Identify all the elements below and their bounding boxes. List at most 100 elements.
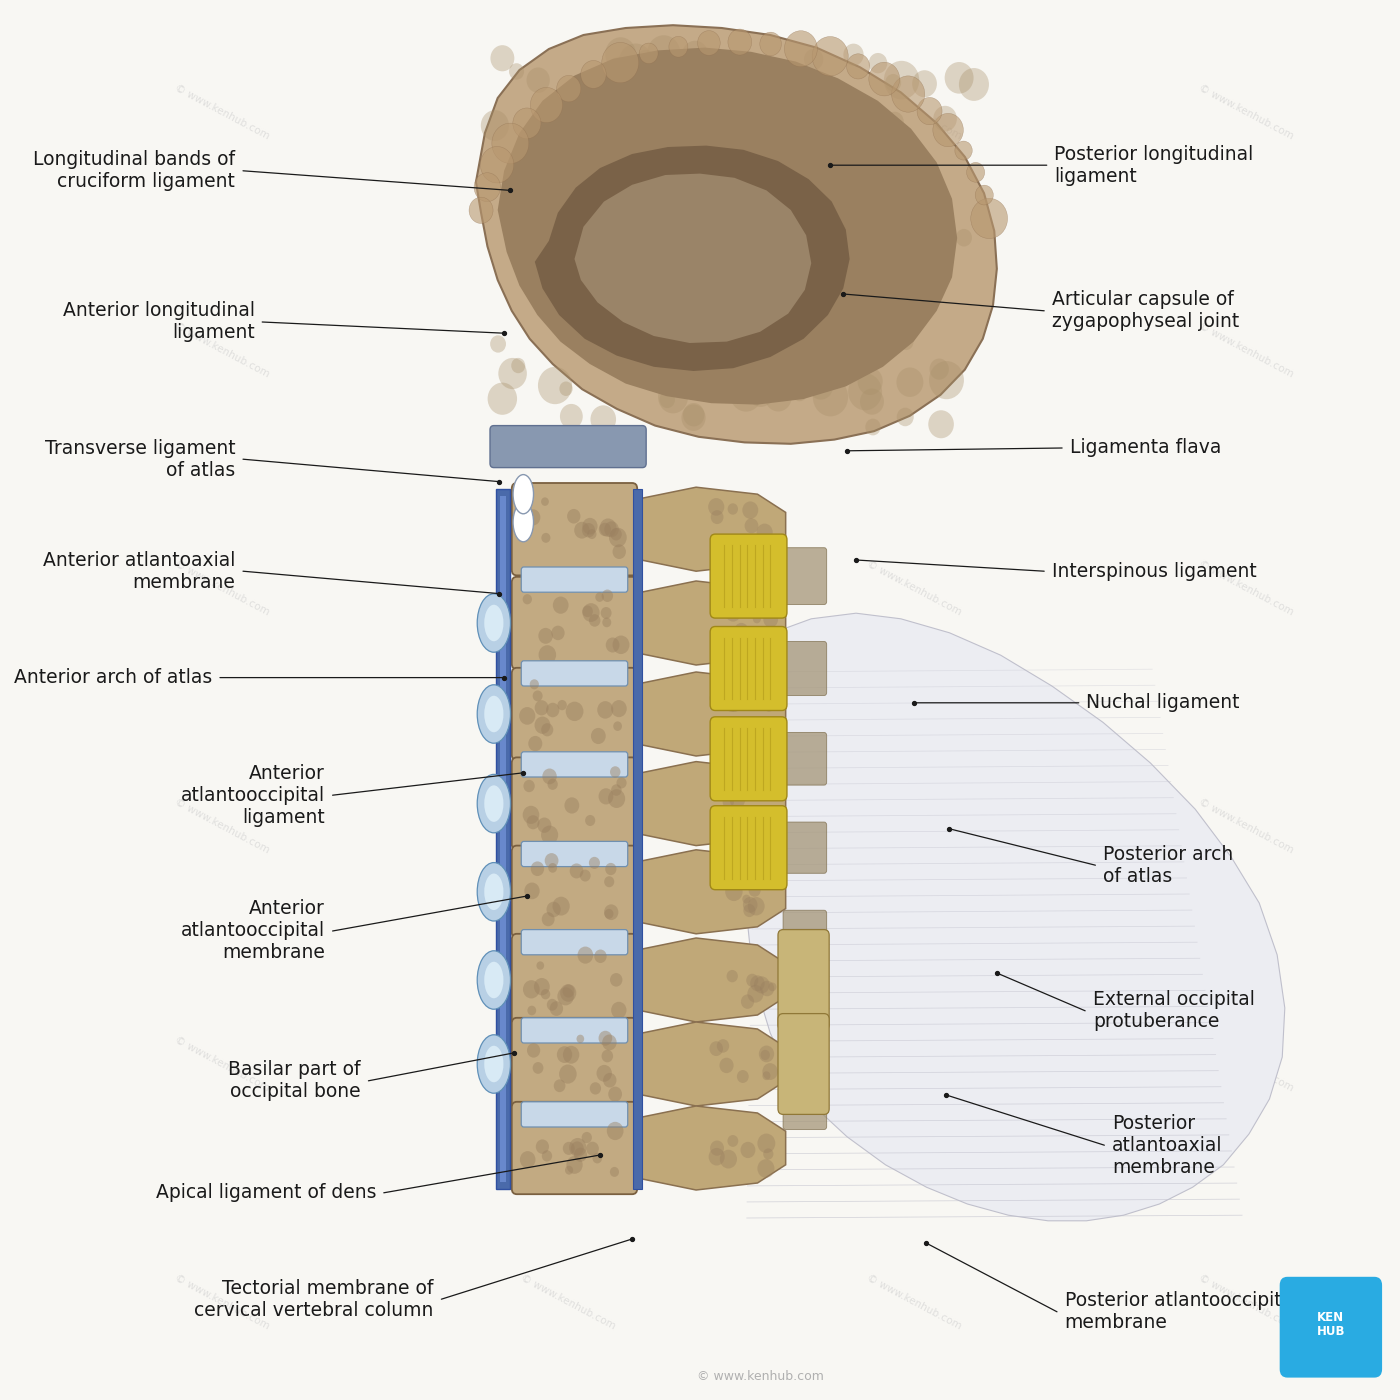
Circle shape — [491, 123, 529, 164]
Circle shape — [560, 984, 577, 1002]
FancyBboxPatch shape — [512, 846, 637, 938]
FancyBboxPatch shape — [512, 1102, 637, 1194]
Text: Posterior
atlantoaxial
membrane: Posterior atlantoaxial membrane — [1112, 1114, 1222, 1176]
Ellipse shape — [484, 874, 504, 910]
Circle shape — [711, 318, 732, 340]
FancyBboxPatch shape — [783, 732, 826, 785]
Circle shape — [490, 45, 514, 71]
Circle shape — [682, 41, 708, 70]
Circle shape — [605, 862, 616, 875]
Circle shape — [542, 769, 557, 784]
Circle shape — [767, 155, 790, 179]
Circle shape — [717, 1039, 729, 1053]
Ellipse shape — [477, 951, 511, 1009]
Circle shape — [827, 249, 855, 280]
Circle shape — [566, 1166, 573, 1175]
Circle shape — [563, 984, 574, 998]
FancyBboxPatch shape — [710, 533, 787, 619]
Circle shape — [540, 988, 550, 1000]
Circle shape — [760, 349, 794, 386]
Circle shape — [594, 322, 619, 350]
Circle shape — [899, 335, 913, 350]
Circle shape — [532, 690, 543, 701]
Text: Anterior arch of atlas: Anterior arch of atlas — [14, 668, 213, 687]
Circle shape — [728, 29, 752, 55]
Circle shape — [763, 1148, 773, 1159]
Circle shape — [582, 605, 592, 617]
Circle shape — [763, 612, 778, 627]
Circle shape — [610, 973, 623, 987]
FancyBboxPatch shape — [500, 496, 505, 1182]
Circle shape — [574, 1148, 587, 1162]
Text: © www.kenhub.com: © www.kenhub.com — [865, 83, 963, 141]
Circle shape — [547, 234, 570, 259]
Circle shape — [589, 615, 601, 627]
Circle shape — [560, 405, 582, 428]
Circle shape — [759, 1046, 774, 1063]
Text: © www.kenhub.com: © www.kenhub.com — [519, 1035, 617, 1093]
Circle shape — [533, 979, 550, 995]
Circle shape — [930, 361, 965, 399]
Text: © www.kenhub.com: © www.kenhub.com — [865, 559, 963, 617]
Text: © www.kenhub.com: © www.kenhub.com — [174, 797, 272, 855]
Polygon shape — [630, 487, 785, 571]
Circle shape — [725, 605, 741, 622]
Circle shape — [546, 902, 561, 917]
FancyBboxPatch shape — [783, 547, 826, 605]
Circle shape — [736, 1070, 749, 1084]
Circle shape — [868, 137, 897, 169]
Circle shape — [683, 403, 704, 427]
Polygon shape — [630, 850, 785, 934]
Text: © www.kenhub.com: © www.kenhub.com — [519, 797, 617, 855]
Circle shape — [879, 169, 909, 203]
Text: Nuchal ligament: Nuchal ligament — [1086, 693, 1240, 713]
Circle shape — [525, 510, 540, 525]
Circle shape — [536, 962, 545, 970]
Circle shape — [749, 883, 760, 897]
FancyBboxPatch shape — [521, 567, 627, 592]
Circle shape — [816, 294, 848, 329]
Circle shape — [847, 105, 862, 122]
Circle shape — [741, 1142, 756, 1158]
Circle shape — [602, 589, 613, 602]
Circle shape — [554, 1079, 566, 1092]
Text: KEN
HUB: KEN HUB — [1316, 1310, 1345, 1338]
Circle shape — [546, 238, 563, 258]
Circle shape — [613, 545, 626, 559]
Circle shape — [757, 787, 766, 797]
Circle shape — [536, 1140, 549, 1154]
Circle shape — [595, 209, 609, 224]
FancyBboxPatch shape — [633, 489, 643, 1189]
Circle shape — [746, 540, 763, 560]
Circle shape — [522, 594, 532, 605]
Text: © www.kenhub.com: © www.kenhub.com — [174, 1035, 272, 1093]
Circle shape — [760, 371, 776, 388]
Circle shape — [757, 815, 773, 832]
Circle shape — [959, 69, 988, 101]
Text: Anterior
atlantooccipital
ligament: Anterior atlantooccipital ligament — [181, 764, 325, 826]
FancyBboxPatch shape — [521, 752, 627, 777]
Text: © www.kenhub.com: © www.kenhub.com — [1197, 559, 1295, 617]
Circle shape — [599, 1030, 612, 1046]
Circle shape — [515, 192, 532, 210]
Ellipse shape — [477, 685, 511, 743]
Text: © www.kenhub.com: © www.kenhub.com — [865, 797, 963, 855]
Circle shape — [703, 213, 734, 246]
Circle shape — [729, 791, 745, 808]
Text: © www.kenhub.com: © www.kenhub.com — [519, 1273, 617, 1331]
Circle shape — [535, 700, 549, 715]
Circle shape — [609, 528, 627, 547]
Circle shape — [561, 181, 595, 217]
Circle shape — [897, 407, 914, 426]
Text: © www.kenhub.com: © www.kenhub.com — [174, 83, 272, 141]
Circle shape — [883, 60, 920, 99]
Circle shape — [610, 766, 620, 777]
Circle shape — [577, 300, 603, 329]
Circle shape — [531, 861, 545, 876]
Circle shape — [591, 406, 616, 434]
Circle shape — [750, 862, 767, 882]
Circle shape — [662, 241, 680, 259]
Circle shape — [542, 913, 554, 927]
Circle shape — [739, 862, 756, 882]
Circle shape — [588, 529, 596, 539]
